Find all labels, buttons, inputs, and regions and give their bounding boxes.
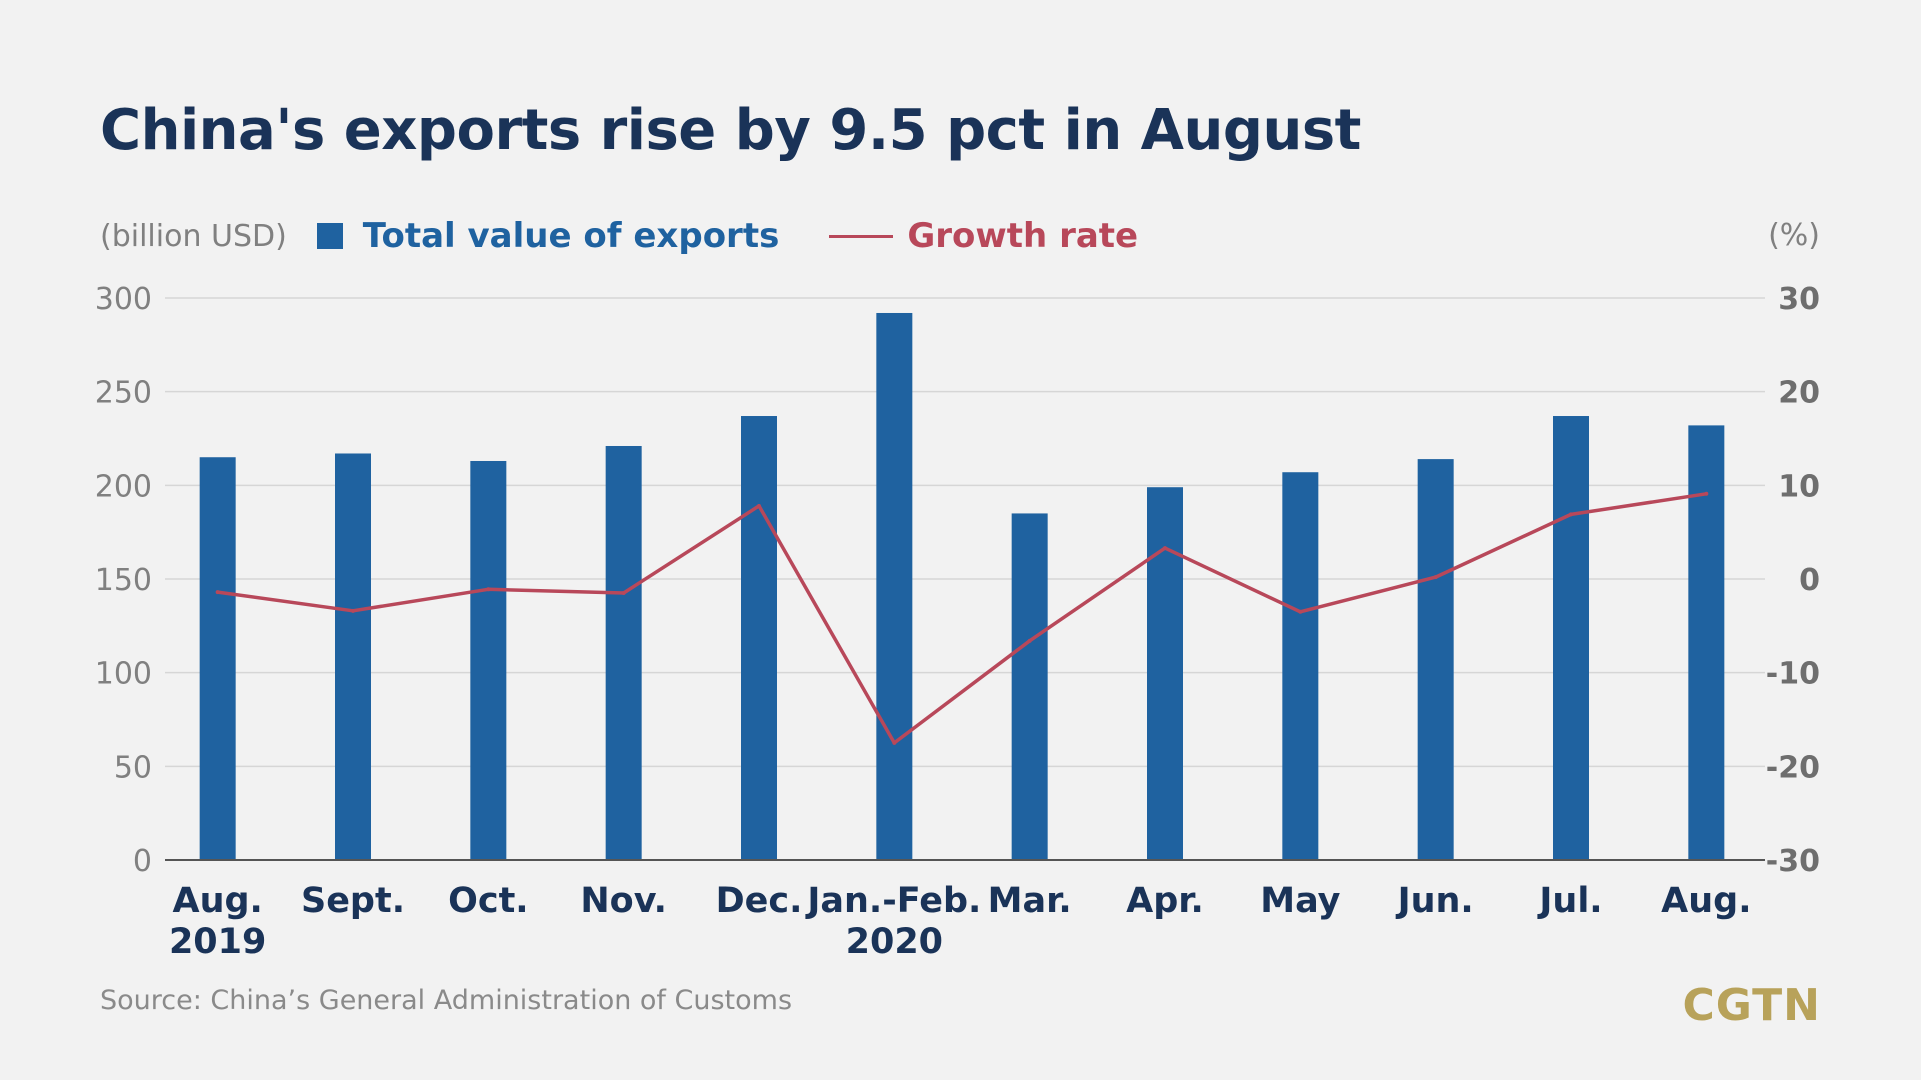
left-axis-tick: 0 bbox=[133, 844, 152, 879]
bar bbox=[876, 313, 912, 860]
bar bbox=[1147, 487, 1183, 860]
chart-graphic: China's exports rise by 9.5 pct in Augus… bbox=[0, 0, 1921, 1080]
bar bbox=[200, 457, 236, 860]
right-axis-tick: -10 bbox=[1766, 657, 1820, 692]
category-label: Jun. bbox=[1396, 881, 1474, 921]
left-axis-tick: 100 bbox=[95, 657, 152, 692]
left-axis-tick: 300 bbox=[95, 282, 152, 317]
category-year-label: 2020 bbox=[846, 922, 943, 962]
source-note: Source: China’s General Administration o… bbox=[100, 985, 792, 1016]
bar bbox=[1688, 425, 1724, 860]
bar bbox=[1418, 459, 1454, 860]
bar bbox=[1282, 472, 1318, 860]
growth-rate-line bbox=[218, 494, 1707, 743]
category-label: Aug. bbox=[1661, 881, 1751, 921]
bar bbox=[606, 446, 642, 860]
right-axis-tick: -30 bbox=[1766, 844, 1820, 879]
category-year-label: 2019 bbox=[169, 922, 266, 962]
right-axis-tick: 30 bbox=[1778, 282, 1820, 317]
category-label: Sept. bbox=[301, 881, 405, 921]
category-label: Jul. bbox=[1537, 881, 1602, 921]
category-label: May bbox=[1260, 881, 1340, 921]
line-point bbox=[1434, 575, 1438, 579]
category-label: Dec. bbox=[716, 881, 803, 921]
line-point bbox=[892, 741, 896, 745]
bar bbox=[335, 453, 371, 860]
line-point bbox=[1163, 546, 1167, 550]
cgtn-logo: CGTN bbox=[1683, 980, 1821, 1031]
left-axis-tick: 200 bbox=[95, 469, 152, 504]
category-label: Jan.-Feb. bbox=[805, 881, 981, 921]
line-point bbox=[351, 609, 355, 613]
category-label: Nov. bbox=[580, 881, 667, 921]
bar bbox=[470, 461, 506, 860]
line-point bbox=[216, 590, 220, 594]
left-axis-tick: 50 bbox=[114, 750, 152, 785]
line-point bbox=[1704, 492, 1708, 496]
bar bbox=[1553, 416, 1589, 860]
category-label: Mar. bbox=[988, 881, 1072, 921]
line-point bbox=[622, 591, 626, 595]
category-label: Aug. bbox=[172, 881, 262, 921]
right-axis-tick: 0 bbox=[1799, 563, 1820, 598]
category-label: Oct. bbox=[448, 881, 529, 921]
line-point bbox=[757, 504, 761, 508]
left-axis-tick: 250 bbox=[95, 376, 152, 411]
right-axis-tick: 20 bbox=[1778, 376, 1820, 411]
line-point bbox=[486, 587, 490, 591]
right-axis-tick: -20 bbox=[1766, 750, 1820, 785]
left-axis-tick: 150 bbox=[95, 563, 152, 598]
category-label: Apr. bbox=[1126, 881, 1204, 921]
right-axis-tick: 10 bbox=[1778, 469, 1820, 504]
line-point bbox=[1569, 512, 1573, 516]
line-point bbox=[1298, 610, 1302, 614]
bar bbox=[1012, 513, 1048, 860]
chart-canvas: 050100150200250300-30-20-100102030Aug.20… bbox=[0, 0, 1921, 1080]
line-point bbox=[1028, 639, 1032, 643]
bar bbox=[741, 416, 777, 860]
